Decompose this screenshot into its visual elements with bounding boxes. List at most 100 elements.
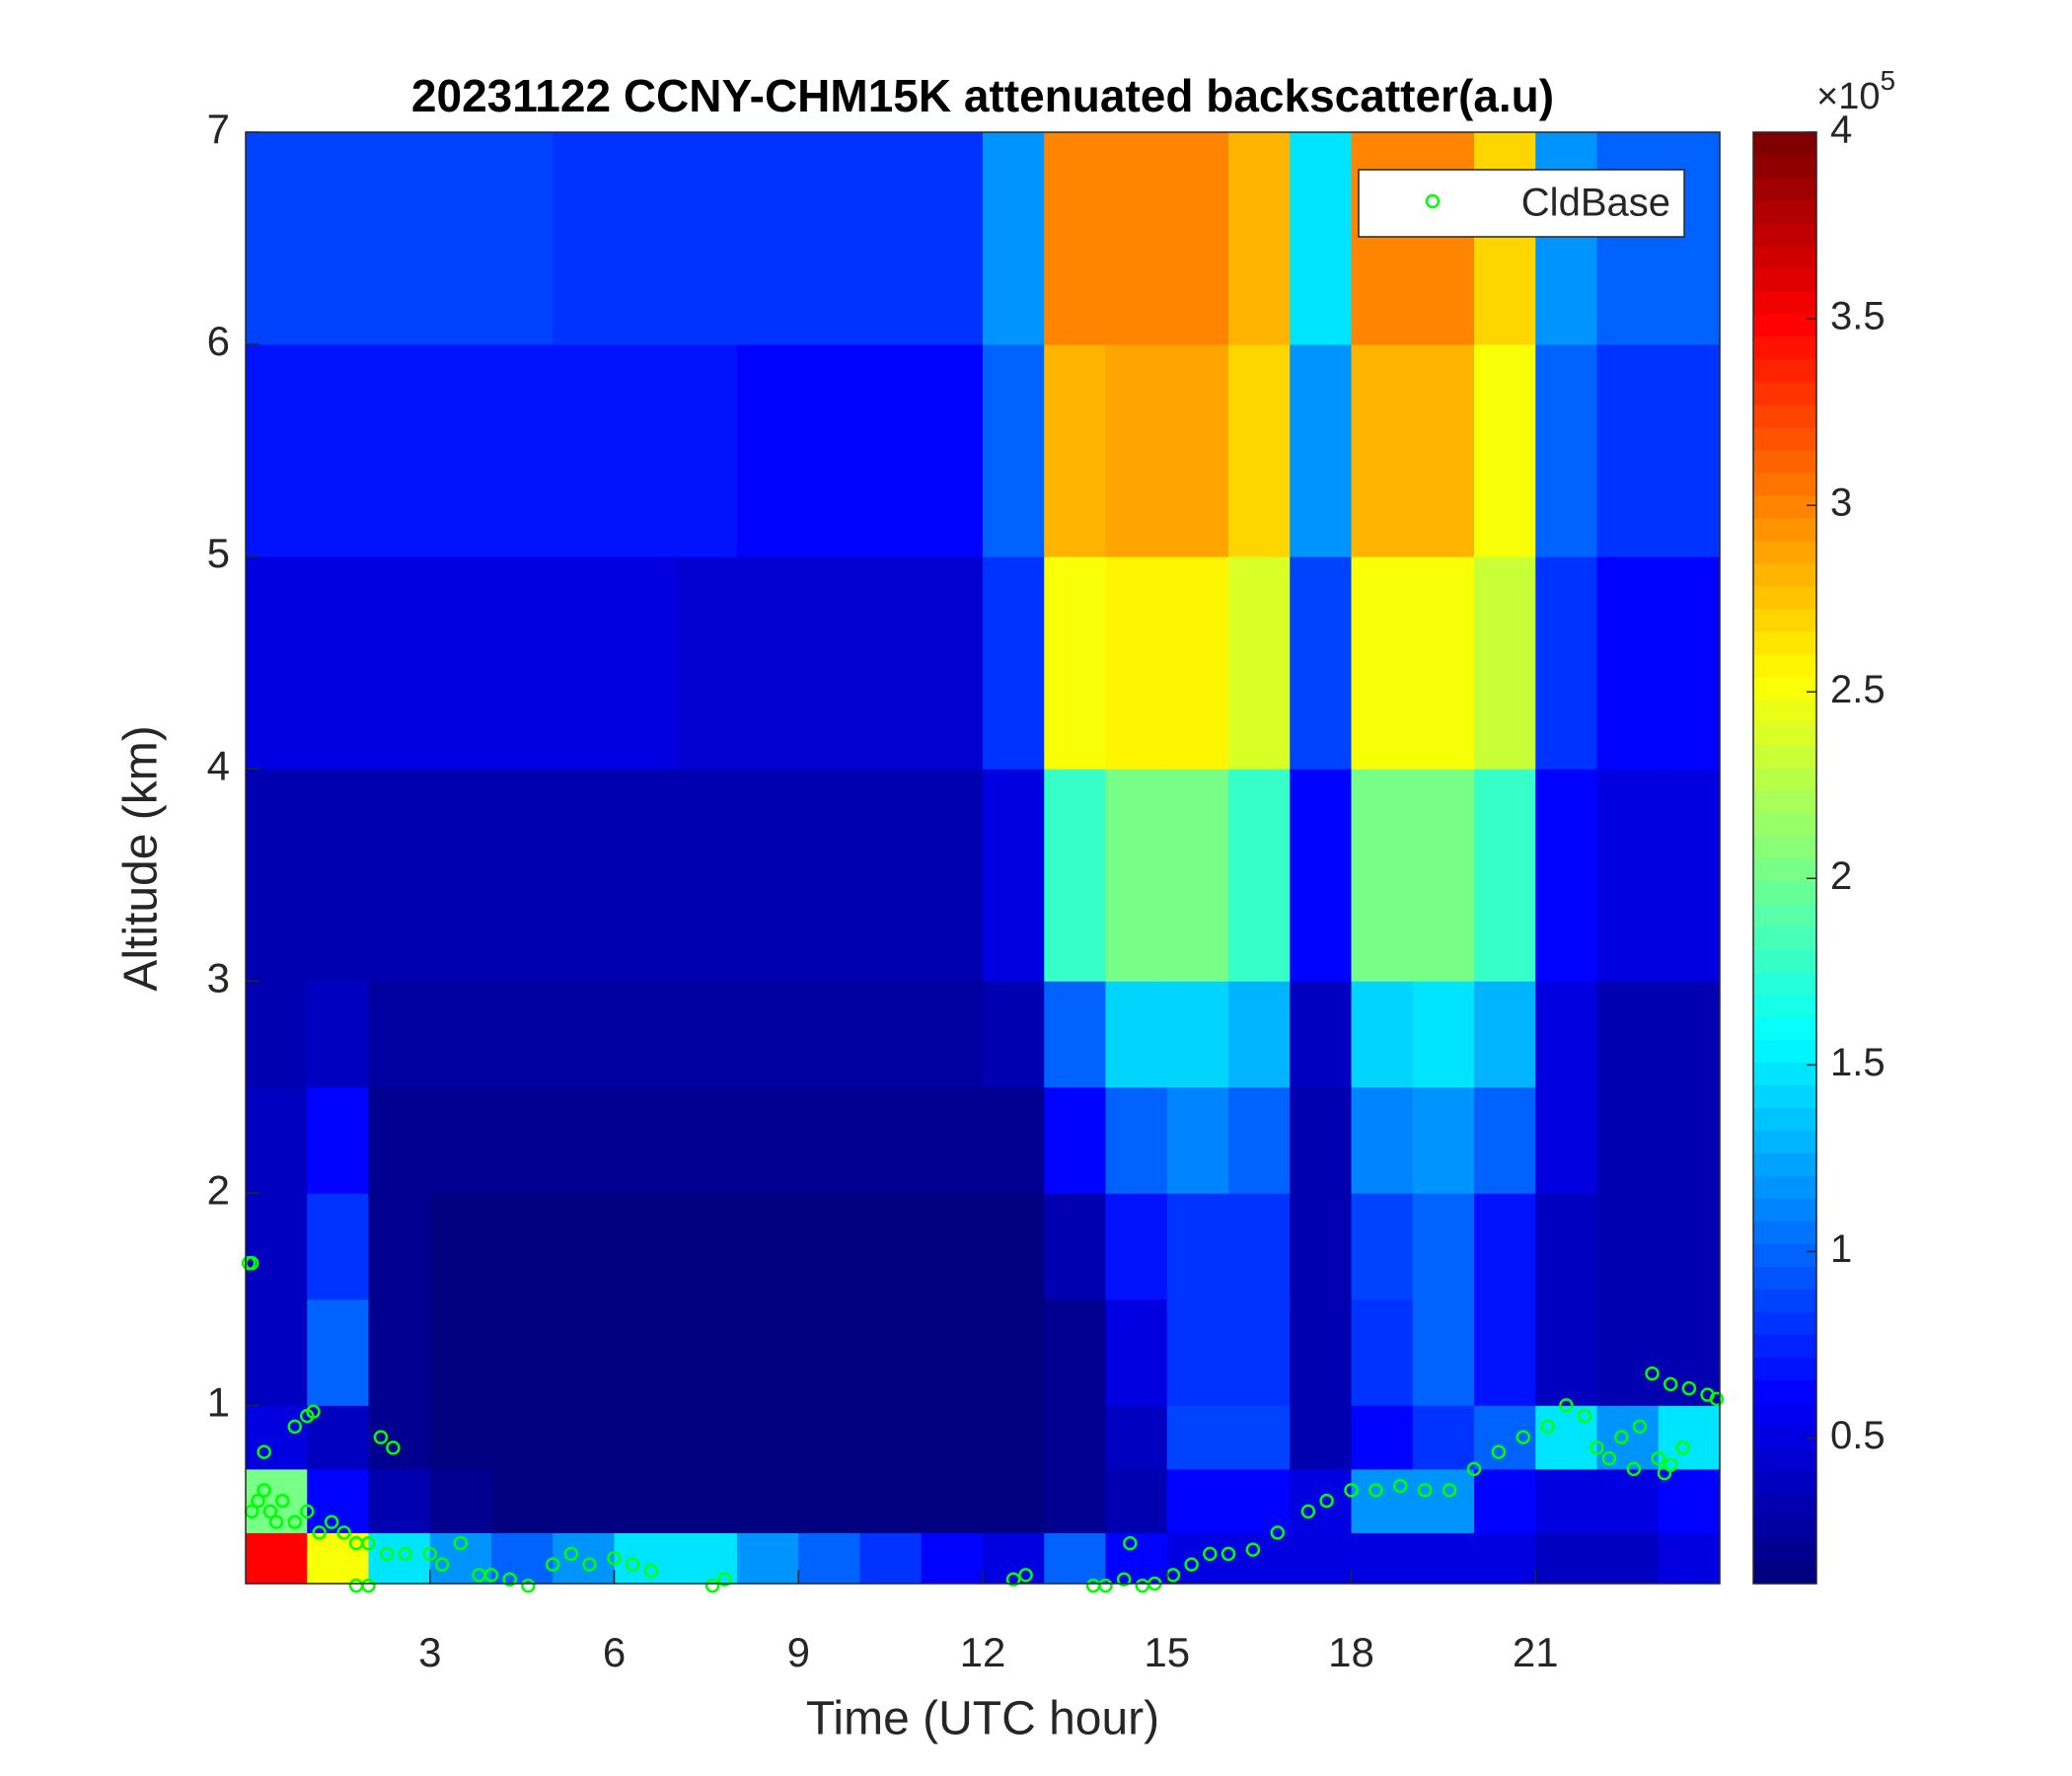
heatmap-cell (614, 1405, 677, 1470)
heatmap-cell (1351, 981, 1414, 1088)
x-tick-label: 9 (787, 1629, 810, 1675)
heatmap-cell (859, 1298, 923, 1406)
heatmap-cell (1474, 769, 1536, 982)
heatmap-cell (1535, 1405, 1597, 1470)
heatmap-cell (246, 769, 308, 982)
cloud-base-point (306, 1404, 321, 1420)
heatmap-cell (491, 769, 554, 982)
cloud-base-point (287, 1419, 303, 1435)
heatmap-cell (1044, 981, 1106, 1088)
cloud-base-point (1651, 1450, 1665, 1466)
colorbar-band (1753, 358, 1816, 383)
heatmap-cell (553, 1405, 615, 1470)
colorbar-band (1753, 1516, 1816, 1539)
heatmap-cell (614, 556, 677, 770)
heatmap-cell (1474, 1086, 1536, 1194)
colorbar-band (1753, 812, 1816, 837)
x-axis-label: Time (UTC hour) (806, 1693, 1159, 1745)
y-tick-label: 2 (207, 1166, 230, 1213)
cloud-base-point (1184, 1557, 1199, 1572)
heatmap-cell (246, 132, 308, 345)
cloud-base-point (1123, 1535, 1138, 1551)
heatmap-cell (1166, 1468, 1229, 1533)
colorbar-band (1753, 426, 1816, 451)
cloud-base-point (398, 1546, 413, 1562)
cloud-base-point (287, 1515, 303, 1529)
heatmap-cell (859, 1532, 923, 1585)
heatmap-cell (1166, 132, 1229, 345)
heatmap-cell (921, 1405, 984, 1470)
heatmap-cell (675, 1193, 738, 1300)
heatmap-cell (1166, 1298, 1229, 1406)
colorbar-band (1753, 1334, 1816, 1358)
colorbar-band (1753, 1538, 1816, 1562)
colorbar-band (1753, 835, 1816, 859)
heatmap-cell (1105, 1086, 1168, 1194)
cloud-base-point (582, 1557, 597, 1572)
colorbar-band (1753, 1152, 1816, 1176)
heatmap-cell (1166, 344, 1229, 557)
colorbar-band (1753, 1130, 1816, 1153)
colorbar-band (1753, 971, 1816, 996)
heatmap-cell (1412, 132, 1475, 345)
heatmap-cell (1474, 1532, 1536, 1585)
colorbar-band (1753, 381, 1816, 406)
cloud-base-point (1601, 1450, 1617, 1466)
heatmap-cell (553, 344, 615, 557)
colorbar-band (1753, 290, 1816, 315)
heatmap-cell (737, 1468, 799, 1533)
heatmap-cell (614, 981, 677, 1088)
heatmap-cell (429, 1193, 492, 1300)
colorbar-band (1753, 177, 1816, 201)
heatmap-cell (737, 1405, 799, 1470)
heatmap-cell (368, 981, 431, 1088)
heatmap-cell (675, 344, 738, 557)
heatmap-cell (1596, 1298, 1660, 1406)
heatmap-cell (553, 1086, 615, 1194)
multiplier-exponent: 5 (1880, 65, 1895, 96)
heatmap-cell (491, 344, 554, 557)
heatmap-cell (859, 1193, 923, 1300)
heatmap-cell (675, 981, 738, 1088)
heatmap-cell (491, 1086, 554, 1194)
heatmap-cell (737, 132, 799, 345)
heatmap-cell (675, 556, 738, 770)
y-tick-label: 6 (207, 318, 230, 364)
colorbar-band (1753, 404, 1816, 428)
heatmap-cell (246, 1298, 308, 1406)
heatmap-cell (614, 1468, 677, 1533)
heatmap-cell (1658, 132, 1721, 345)
heatmap-cell (553, 1193, 615, 1300)
cloud-base-point (1663, 1376, 1678, 1392)
heatmap-cell (614, 1193, 677, 1300)
heatmap-cell (368, 556, 431, 770)
heatmap-cell (983, 1086, 1045, 1194)
colorbar-band (1753, 335, 1816, 360)
heatmap-cell (1290, 132, 1352, 345)
cloud-base-point (257, 1483, 271, 1498)
heatmap-cell (553, 769, 615, 982)
heatmap-cell (1351, 1298, 1414, 1406)
heatmap-cell (1044, 344, 1106, 557)
heatmap-cell (737, 344, 799, 557)
x-tick-label: 18 (1328, 1629, 1374, 1675)
heatmap-cell (983, 1193, 1045, 1300)
heatmap-cell (1044, 556, 1106, 770)
heatmap-cell (1596, 344, 1660, 557)
heatmap-cell (737, 1532, 799, 1585)
heatmap-cell (675, 1405, 738, 1470)
heatmap-cell (614, 132, 677, 345)
heatmap-cell (1166, 1532, 1229, 1585)
heatmap-cell (1228, 1298, 1291, 1406)
cloud-base-point (1369, 1483, 1383, 1498)
heatmap-cell (246, 1405, 308, 1470)
heatmap (246, 132, 1721, 1585)
colorbar-band (1753, 880, 1816, 905)
multiplier-base: ×10 (1816, 76, 1880, 117)
heatmap-cell (1596, 1468, 1660, 1533)
heatmap-cell (983, 1298, 1045, 1406)
colorbar-band (1753, 222, 1816, 247)
cloud-base-point (1018, 1568, 1033, 1583)
heatmap-cell (1658, 1193, 1721, 1300)
heatmap-cell (798, 1193, 860, 1300)
